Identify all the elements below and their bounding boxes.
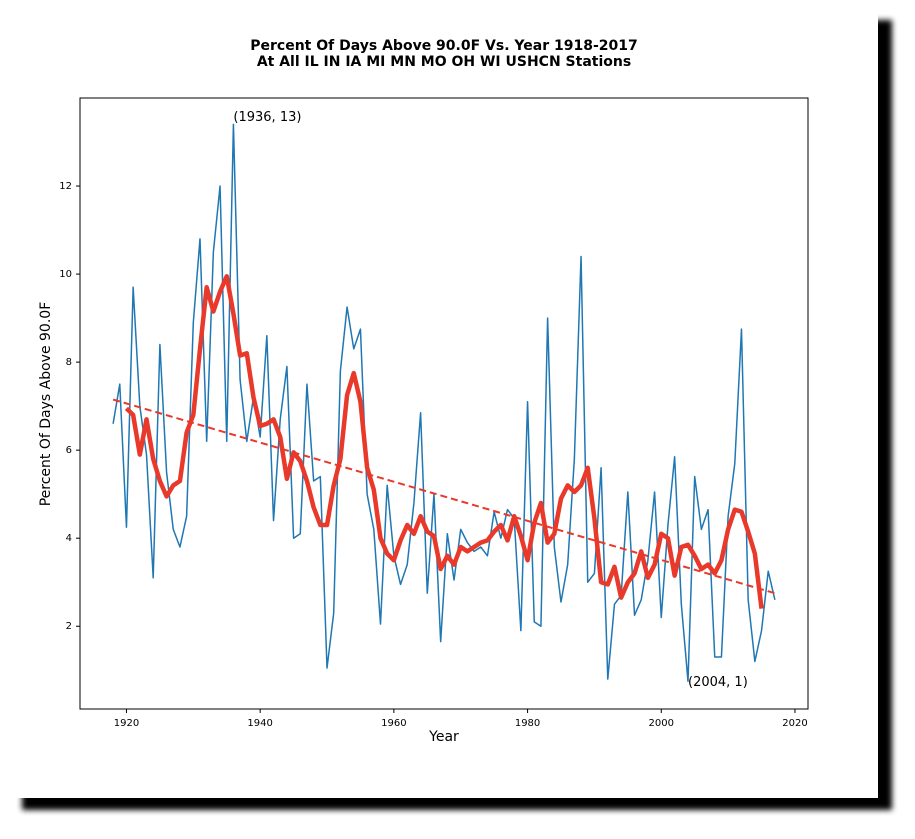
x-tick-label: 1980	[515, 718, 540, 729]
x-tick-label: 1920	[114, 718, 139, 729]
y-axis-label: Percent Of Days Above 90.0F	[38, 302, 54, 507]
y-tick-label: 2	[66, 621, 72, 632]
x-tick-label: 2020	[782, 718, 807, 729]
y-tick-label: 4	[66, 533, 72, 544]
x-tick-label: 1940	[247, 718, 272, 729]
plot-frame	[79, 97, 809, 710]
x-tick-label: 1960	[381, 718, 406, 729]
line	[112, 398, 776, 595]
chart-title: Percent Of Days Above 90.0F Vs. Year 191…	[250, 38, 637, 54]
line	[124, 274, 764, 609]
annotation: (1936, 13)	[233, 110, 301, 125]
y-tick-label: 6	[66, 445, 72, 456]
x-tick-label: 2000	[649, 718, 674, 729]
y-tick-label: 10	[59, 269, 72, 280]
x-axis-label: Year	[428, 729, 459, 745]
window	[8, 8, 878, 798]
y-tick-label: 8	[66, 357, 72, 368]
annotation: (2004, 1)	[688, 675, 748, 690]
line	[112, 123, 776, 683]
y-tick-label: 12	[59, 181, 72, 192]
chart-title: At All IL IN IA MI MN MO OH WI USHCN Sta…	[257, 54, 631, 70]
